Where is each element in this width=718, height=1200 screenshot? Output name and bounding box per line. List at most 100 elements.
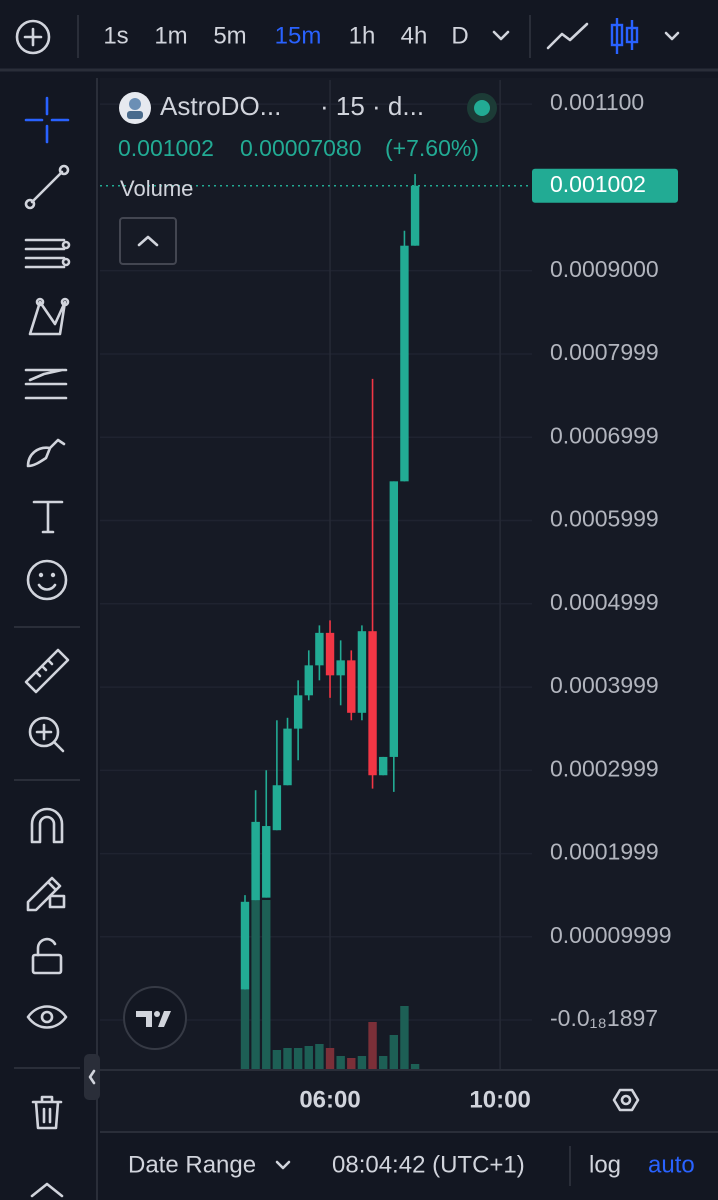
ruler-tool[interactable]	[24, 648, 70, 694]
collapse-legend[interactable]	[119, 217, 177, 265]
prediction-tool[interactable]	[24, 368, 68, 400]
y-tick-label: 0.0006999	[550, 422, 659, 448]
visibility-tool[interactable]	[40, 1010, 54, 1024]
settings-button[interactable]	[620, 1094, 632, 1106]
prediction-tool[interactable]	[24, 368, 68, 400]
y-tick-label: 0.0002999	[550, 755, 659, 781]
add-button[interactable]	[23, 27, 43, 47]
date-range[interactable]: Date Range	[128, 1151, 256, 1178]
emoji-tool[interactable]	[26, 559, 68, 601]
symbol[interactable]: AstroDO...	[160, 91, 281, 121]
y-tick-label: -0.0₁₈1897	[550, 1005, 658, 1031]
settings-button[interactable]	[612, 1088, 640, 1112]
magnet-tool[interactable]	[30, 807, 64, 844]
fib-tool[interactable]	[24, 238, 66, 269]
chart-pane	[100, 78, 718, 1132]
candle-body	[240, 901, 250, 990]
interval-button[interactable]: D	[451, 22, 468, 49]
collapse-legend[interactable]	[137, 235, 159, 247]
candle-body	[293, 695, 303, 729]
last-price-tag	[532, 168, 678, 203]
interval-menu[interactable]	[492, 30, 510, 41]
interval-button[interactable]: 4h	[401, 22, 428, 49]
interval-button[interactable]: 1h	[349, 22, 376, 49]
symbol-avatar	[129, 98, 141, 110]
candle-chart-button[interactable]	[610, 23, 624, 47]
magnet-tool[interactable]	[30, 807, 64, 844]
delete-tool[interactable]	[31, 1095, 63, 1130]
status-dot	[474, 100, 490, 116]
crosshair-tool[interactable]	[24, 96, 70, 144]
toolbar-handle[interactable]	[84, 1054, 100, 1100]
delete-tool[interactable]	[31, 1095, 63, 1130]
fib-tool[interactable]	[61, 240, 71, 250]
toolbar-handle[interactable]	[84, 1054, 100, 1100]
zoom-tool[interactable]	[28, 716, 65, 753]
brush-tool[interactable]	[26, 438, 66, 468]
interval-button[interactable]: 5m	[213, 22, 246, 49]
expand-toolbar[interactable]	[30, 1182, 64, 1198]
crosshair-tool[interactable]	[24, 96, 70, 144]
lock-tool[interactable]	[31, 937, 63, 975]
trend-line-tool[interactable]	[58, 164, 70, 176]
clock[interactable]: 08:04:42 (UTC+1)	[332, 1151, 525, 1178]
trend-line-tool[interactable]	[30, 170, 64, 204]
pattern-tool[interactable]	[28, 300, 67, 336]
grid	[100, 80, 532, 1070]
zoom-tool[interactable]	[28, 716, 60, 748]
pattern-tool[interactable]	[60, 297, 70, 307]
text-tool[interactable]	[32, 500, 64, 534]
emoji-tool[interactable]	[38, 572, 44, 578]
interval-button[interactable]: 15m	[275, 22, 322, 49]
volume-bar	[293, 1048, 303, 1070]
candle-chart-button[interactable]	[625, 26, 639, 44]
x-tick-label: 10:00	[469, 1086, 530, 1113]
date-range-menu[interactable]	[275, 1160, 291, 1170]
logo	[154, 1011, 160, 1017]
visibility-tool[interactable]	[26, 1005, 68, 1029]
plot-area: 06:00 10:00	[100, 174, 532, 1113]
interval-button[interactable]: 1s	[103, 22, 128, 49]
emoji-tool[interactable]	[26, 559, 68, 601]
volume-bar	[378, 1056, 388, 1070]
lock-tool[interactable]	[36, 937, 57, 957]
chart-type-menu[interactable]	[664, 31, 680, 41]
lock-tool[interactable]	[31, 953, 63, 975]
candle-chart-button[interactable]	[610, 18, 639, 54]
text-tool[interactable]	[32, 500, 64, 534]
emoji-tool[interactable]	[50, 572, 56, 578]
fib-tool[interactable]	[61, 257, 71, 267]
lock-drawing-tool[interactable]	[26, 876, 66, 912]
price-axis: 0.001100 0.0009000 0.0007999 0.0006999 0.000…	[532, 89, 678, 1031]
lock-drawing-tool[interactable]	[48, 894, 66, 909]
ruler-tool[interactable]	[24, 648, 70, 694]
line-chart-button[interactable]	[546, 22, 589, 50]
log-toggle[interactable]: log	[589, 1151, 621, 1178]
volume-bar	[262, 900, 271, 1070]
trend-line-tool[interactable]	[24, 164, 70, 210]
toolbar-handle[interactable]	[88, 1069, 96, 1085]
volume-bar	[304, 1046, 313, 1070]
interval-button[interactable]: 1m	[154, 22, 187, 49]
visibility-tool[interactable]	[26, 1005, 68, 1029]
y-tick-label: 0.00009999	[550, 922, 672, 948]
pattern-tool[interactable]	[28, 297, 70, 336]
pattern-tool[interactable]	[35, 297, 45, 307]
fib-tool[interactable]	[24, 238, 71, 269]
emoji-tool[interactable]	[37, 583, 57, 591]
lock-drawing-tool[interactable]	[26, 876, 62, 912]
collapse-legend[interactable]	[119, 217, 177, 265]
volume-bar	[315, 1044, 324, 1070]
brush-tool[interactable]	[26, 438, 66, 468]
x-tick-label: 06:00	[299, 1086, 360, 1113]
candle-body	[347, 660, 356, 713]
indicator-name[interactable]: Volume	[120, 176, 193, 201]
add-button[interactable]	[15, 19, 51, 55]
volume-bar	[400, 1006, 409, 1070]
trend-line-tool[interactable]	[24, 198, 36, 210]
zoom-tool[interactable]	[35, 723, 65, 753]
settings-button[interactable]	[612, 1088, 640, 1112]
add-button[interactable]	[15, 19, 51, 55]
auto-toggle[interactable]: auto	[648, 1151, 695, 1178]
